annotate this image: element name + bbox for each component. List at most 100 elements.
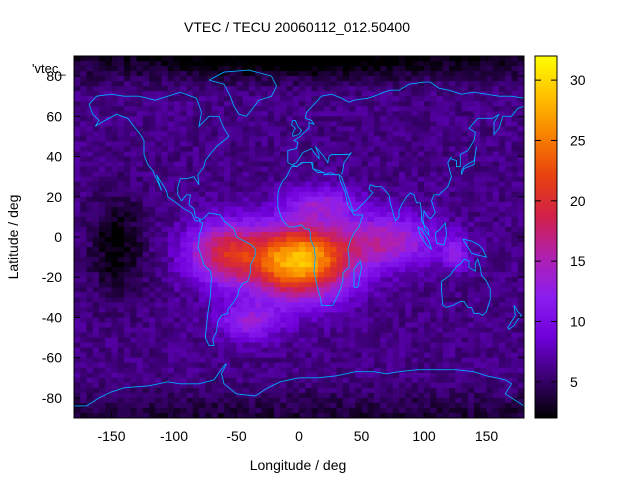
heatmap-cell xyxy=(186,242,194,248)
heatmap-cell xyxy=(192,166,200,173)
heatmap-cell xyxy=(336,186,344,193)
heatmap-cell xyxy=(417,242,425,248)
heatmap-cell xyxy=(455,362,463,369)
heatmap-cell xyxy=(461,111,469,117)
heatmap-cell xyxy=(205,221,213,228)
heatmap-cell xyxy=(436,367,444,374)
heatmap-cell xyxy=(236,226,244,233)
heatmap-cell xyxy=(355,186,363,193)
heatmap-cell xyxy=(486,302,494,308)
heatmap-cell xyxy=(142,267,150,273)
heatmap-cell xyxy=(74,327,81,334)
heatmap-cell xyxy=(80,56,88,62)
heatmap-cell xyxy=(492,377,500,384)
heatmap-cell xyxy=(430,267,438,273)
heatmap-cell xyxy=(111,377,119,384)
heatmap-cell xyxy=(311,116,319,122)
heatmap-cell xyxy=(236,397,244,404)
heatmap-cell xyxy=(455,166,463,173)
heatmap-cell xyxy=(242,216,250,223)
heatmap-cell xyxy=(286,327,294,334)
heatmap-cell xyxy=(205,196,213,203)
heatmap-cell xyxy=(86,402,94,409)
heatmap-cell xyxy=(236,252,244,258)
heatmap-cell xyxy=(386,237,394,243)
heatmap-cell xyxy=(286,181,294,188)
heatmap-cell xyxy=(417,337,425,344)
heatmap-cell xyxy=(449,106,456,112)
heatmap-cell xyxy=(405,156,413,163)
heatmap-cell xyxy=(249,131,256,138)
heatmap-cell xyxy=(180,397,188,404)
heatmap-cell xyxy=(442,237,450,243)
heatmap-cell xyxy=(449,81,456,87)
heatmap-cell xyxy=(430,342,438,349)
heatmap-cell xyxy=(249,151,256,158)
heatmap-cell xyxy=(292,317,300,324)
heatmap-cell xyxy=(480,327,488,334)
heatmap-cell xyxy=(461,382,469,389)
heatmap-cell xyxy=(342,131,350,138)
heatmap-cell xyxy=(324,91,331,97)
heatmap-cell xyxy=(461,287,469,293)
heatmap-cell xyxy=(486,252,494,258)
heatmap-cell xyxy=(105,352,113,359)
heatmap-cell xyxy=(205,91,213,97)
heatmap-cell xyxy=(167,252,175,258)
heatmap-cell xyxy=(161,252,169,258)
heatmap-cell xyxy=(349,76,356,82)
heatmap-cell xyxy=(430,312,438,319)
heatmap-cell xyxy=(511,76,519,82)
heatmap-cell xyxy=(417,387,425,394)
heatmap-cell xyxy=(392,262,400,268)
heatmap-cell xyxy=(436,231,444,238)
heatmap-cell xyxy=(505,186,513,193)
heatmap-cell xyxy=(380,317,388,324)
heatmap-cell xyxy=(467,382,475,389)
heatmap-cell xyxy=(86,277,94,283)
heatmap-cell xyxy=(86,372,94,379)
heatmap-cell xyxy=(342,161,350,168)
heatmap-cell xyxy=(161,327,169,334)
heatmap-cell xyxy=(199,181,206,188)
heatmap-cell xyxy=(330,221,338,228)
heatmap-cell xyxy=(117,186,125,193)
heatmap-cell xyxy=(130,76,138,82)
heatmap-cell xyxy=(386,242,394,248)
heatmap-cell xyxy=(430,56,438,62)
heatmap-cell xyxy=(286,352,294,359)
heatmap-cell xyxy=(399,171,406,178)
heatmap-cell xyxy=(430,136,438,143)
heatmap-cell xyxy=(267,196,275,203)
heatmap-cell xyxy=(417,106,425,112)
heatmap-cell xyxy=(455,181,463,188)
heatmap-cell xyxy=(280,196,288,203)
heatmap-cell xyxy=(161,196,169,203)
heatmap-cell xyxy=(292,186,300,193)
heatmap-cell xyxy=(424,196,431,203)
heatmap-cell xyxy=(249,206,256,213)
heatmap-cell xyxy=(505,101,513,107)
heatmap-cell xyxy=(180,151,188,158)
heatmap-cell xyxy=(486,196,494,203)
heatmap-cell xyxy=(324,71,331,77)
heatmap-cell xyxy=(167,121,175,127)
heatmap-cell xyxy=(286,176,294,183)
heatmap-cell xyxy=(299,71,306,77)
heatmap-cell xyxy=(474,201,481,208)
heatmap-cell xyxy=(192,141,200,148)
heatmap-cell xyxy=(174,171,181,178)
heatmap-cell xyxy=(130,317,138,324)
heatmap-cell xyxy=(430,111,438,117)
heatmap-cell xyxy=(392,257,400,263)
heatmap-cell xyxy=(180,61,188,67)
heatmap-cell xyxy=(355,191,363,198)
heatmap-cell xyxy=(386,287,394,293)
heatmap-cell xyxy=(299,146,306,153)
heatmap-cell xyxy=(492,272,500,278)
heatmap-cell xyxy=(261,146,269,153)
heatmap-cell xyxy=(380,347,388,354)
heatmap-cell xyxy=(236,257,244,263)
heatmap-cell xyxy=(142,272,150,278)
heatmap-cell xyxy=(311,206,319,213)
